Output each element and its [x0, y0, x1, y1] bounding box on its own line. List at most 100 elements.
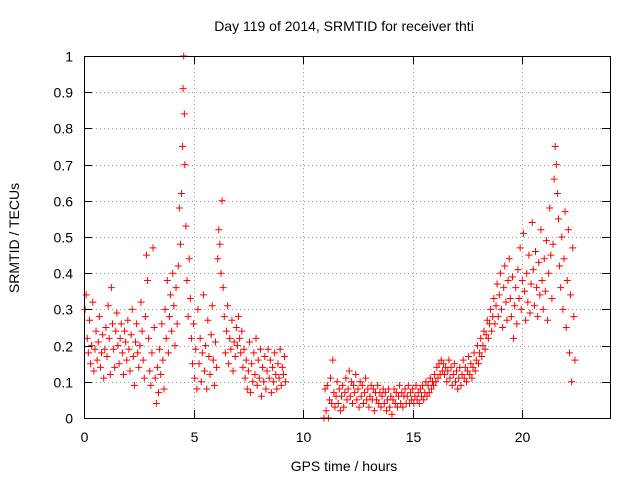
data-point: [413, 396, 421, 404]
data-point: [547, 251, 555, 259]
y-tick-label: 0.2: [54, 339, 74, 355]
data-point: [140, 374, 148, 382]
data-point: [506, 295, 514, 303]
data-point: [129, 352, 137, 360]
data-point: [347, 378, 355, 386]
data-point: [167, 291, 175, 299]
data-point: [213, 363, 221, 371]
data-point: [412, 381, 420, 389]
data-point: [206, 371, 214, 379]
data-point: [414, 389, 422, 397]
data-point: [255, 374, 263, 382]
data-point: [93, 356, 101, 364]
data-point: [464, 367, 472, 375]
data-point: [94, 338, 102, 346]
data-point: [103, 352, 111, 360]
data-point: [411, 392, 419, 400]
data-point: [469, 363, 477, 371]
data-point: [203, 385, 211, 393]
data-point: [345, 367, 353, 375]
data-point: [492, 302, 500, 310]
data-point: [381, 389, 389, 397]
data-point: [528, 219, 536, 227]
data-point: [128, 305, 136, 313]
data-point: [127, 331, 135, 339]
data-point: [352, 371, 360, 379]
data-point: [260, 378, 268, 386]
y-tick-label: 0.3: [54, 302, 74, 318]
plot-frame: [84, 56, 611, 419]
data-point: [121, 327, 129, 335]
data-point: [267, 389, 275, 397]
data-point: [116, 334, 124, 342]
data-point: [447, 363, 455, 371]
data-point: [539, 305, 547, 313]
data-point: [84, 349, 92, 357]
data-point: [160, 385, 168, 393]
data-point: [144, 276, 152, 284]
data-point: [357, 392, 365, 400]
data-point: [450, 360, 458, 368]
data-point: [271, 349, 279, 357]
data-point: [422, 378, 430, 386]
data-point: [342, 374, 350, 382]
data-point: [182, 222, 190, 230]
data-point: [525, 251, 533, 259]
data-point: [356, 378, 364, 386]
data-point: [535, 258, 543, 266]
data-point: [563, 276, 571, 284]
data-point: [370, 407, 378, 415]
data-point: [570, 313, 578, 321]
data-point: [515, 295, 523, 303]
data-point: [490, 295, 498, 303]
x-tick-label: 0: [81, 429, 89, 445]
data-point: [241, 374, 249, 382]
data-point: [460, 374, 468, 382]
data-point: [425, 389, 433, 397]
data-point: [338, 392, 346, 400]
data-point: [90, 367, 98, 375]
data-point: [148, 349, 156, 357]
data-point: [188, 360, 196, 368]
data-point: [110, 345, 118, 353]
data-point: [164, 349, 172, 357]
data-point: [277, 381, 285, 389]
data-point: [409, 385, 417, 393]
data-point: [145, 334, 153, 342]
data-point: [569, 244, 577, 252]
data-point: [193, 385, 201, 393]
data-point: [568, 378, 576, 386]
data-point: [518, 276, 526, 284]
data-point: [220, 313, 228, 321]
data-point: [403, 392, 411, 400]
data-point: [441, 371, 449, 379]
data-point: [209, 356, 217, 364]
data-point: [328, 400, 336, 408]
data-point: [233, 342, 241, 350]
data-point: [415, 400, 423, 408]
data-point: [232, 324, 240, 331]
data-point: [430, 381, 438, 389]
data-point: [156, 345, 164, 353]
data-point: [231, 352, 239, 360]
data-point: [171, 342, 179, 350]
data-point: [567, 291, 575, 299]
data-point: [229, 367, 237, 375]
data-point: [118, 349, 126, 357]
data-point: [335, 385, 343, 393]
data-point: [195, 360, 203, 368]
data-point: [217, 269, 225, 277]
data-point: [137, 298, 145, 306]
data-point: [132, 338, 140, 346]
data-point: [454, 385, 462, 393]
data-point: [100, 374, 108, 382]
data-point: [571, 356, 579, 364]
data-point: [119, 371, 127, 379]
data-point: [420, 396, 428, 404]
data-point: [163, 276, 171, 284]
data-point: [336, 407, 344, 415]
data-point: [185, 255, 193, 263]
data-point: [510, 334, 518, 342]
data-point: [228, 316, 236, 324]
